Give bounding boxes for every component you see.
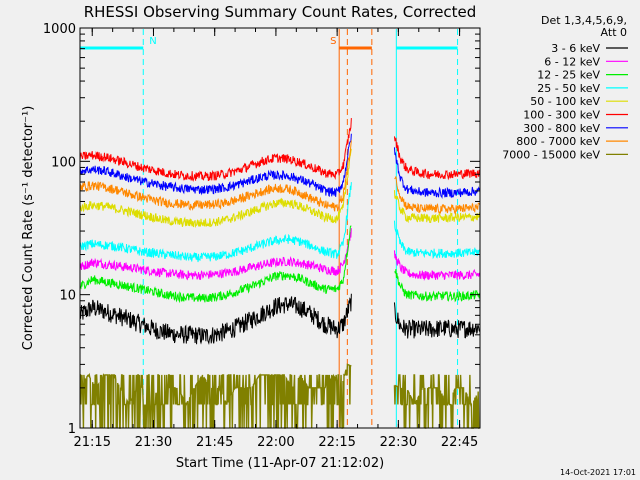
legend-entry-label: 25 - 50 keV [537,82,600,95]
legend-entry-label: 100 - 300 keV [523,109,600,122]
y-tick-label: 100 [51,155,76,170]
series-line [393,302,481,339]
legend-entry-label: 7000 - 15000 keV [502,148,600,161]
series-line [79,140,352,212]
y-tick-label: 10 [59,289,76,304]
x-tick-label: 22:45 [441,435,478,450]
series-line [79,118,352,182]
state-bar-label: N [149,36,156,47]
x-axis-title: Start Time (11-Apr-07 21:12:02) [176,456,384,471]
legend-entry-label: 12 - 25 keV [537,69,600,82]
chart-title: RHESSI Observing Summary Count Rates, Co… [84,3,477,21]
series-line [393,250,481,282]
series-line [79,228,352,281]
y-tick-label: 1 [68,422,76,437]
legend-header: Det 1,3,4,5,6,9, [541,14,627,27]
series-line [79,148,352,229]
legend-entry-label: 800 - 7000 keV [516,135,600,148]
x-tick-label: 21:15 [74,435,111,450]
series-line [393,147,481,200]
state-bar-label: S [330,36,336,47]
x-tick-label: 22:00 [257,435,294,450]
x-tick-label: 22:15 [318,435,355,450]
legend-entry-label: 6 - 12 keV [544,55,600,68]
axis-layer: 21:15 21:30 21:45 22:00 22:15 22:30 22:45 1 10 10… [43,22,481,450]
legend-header: Att 0 [601,26,627,39]
series-line [79,133,352,197]
series-line [79,293,352,345]
series-line [79,182,352,263]
series-line [394,268,481,303]
plot-frame [79,27,481,429]
series-line [393,374,480,429]
x-tick-label: 21:45 [196,435,233,450]
series-line [393,136,481,181]
x-tick-label: 22:30 [380,435,417,450]
legend-entry-label: 300 - 800 keV [523,122,600,135]
series-line [393,190,481,224]
series-line [393,220,481,260]
series-line [79,225,352,304]
legend-entry-label: 3 - 6 keV [551,42,600,55]
legend-entry-label: 50 - 100 keV [530,95,600,108]
y-tick-label: 1000 [43,22,76,37]
datestamp: 14-Oct-2021 17:01 [560,468,636,477]
series-line [394,176,481,216]
y-axis-title: Corrected Count Rate (s⁻¹ detector⁻¹) [21,106,36,351]
series-line [79,363,352,429]
x-tick-label: 21:30 [135,435,172,450]
